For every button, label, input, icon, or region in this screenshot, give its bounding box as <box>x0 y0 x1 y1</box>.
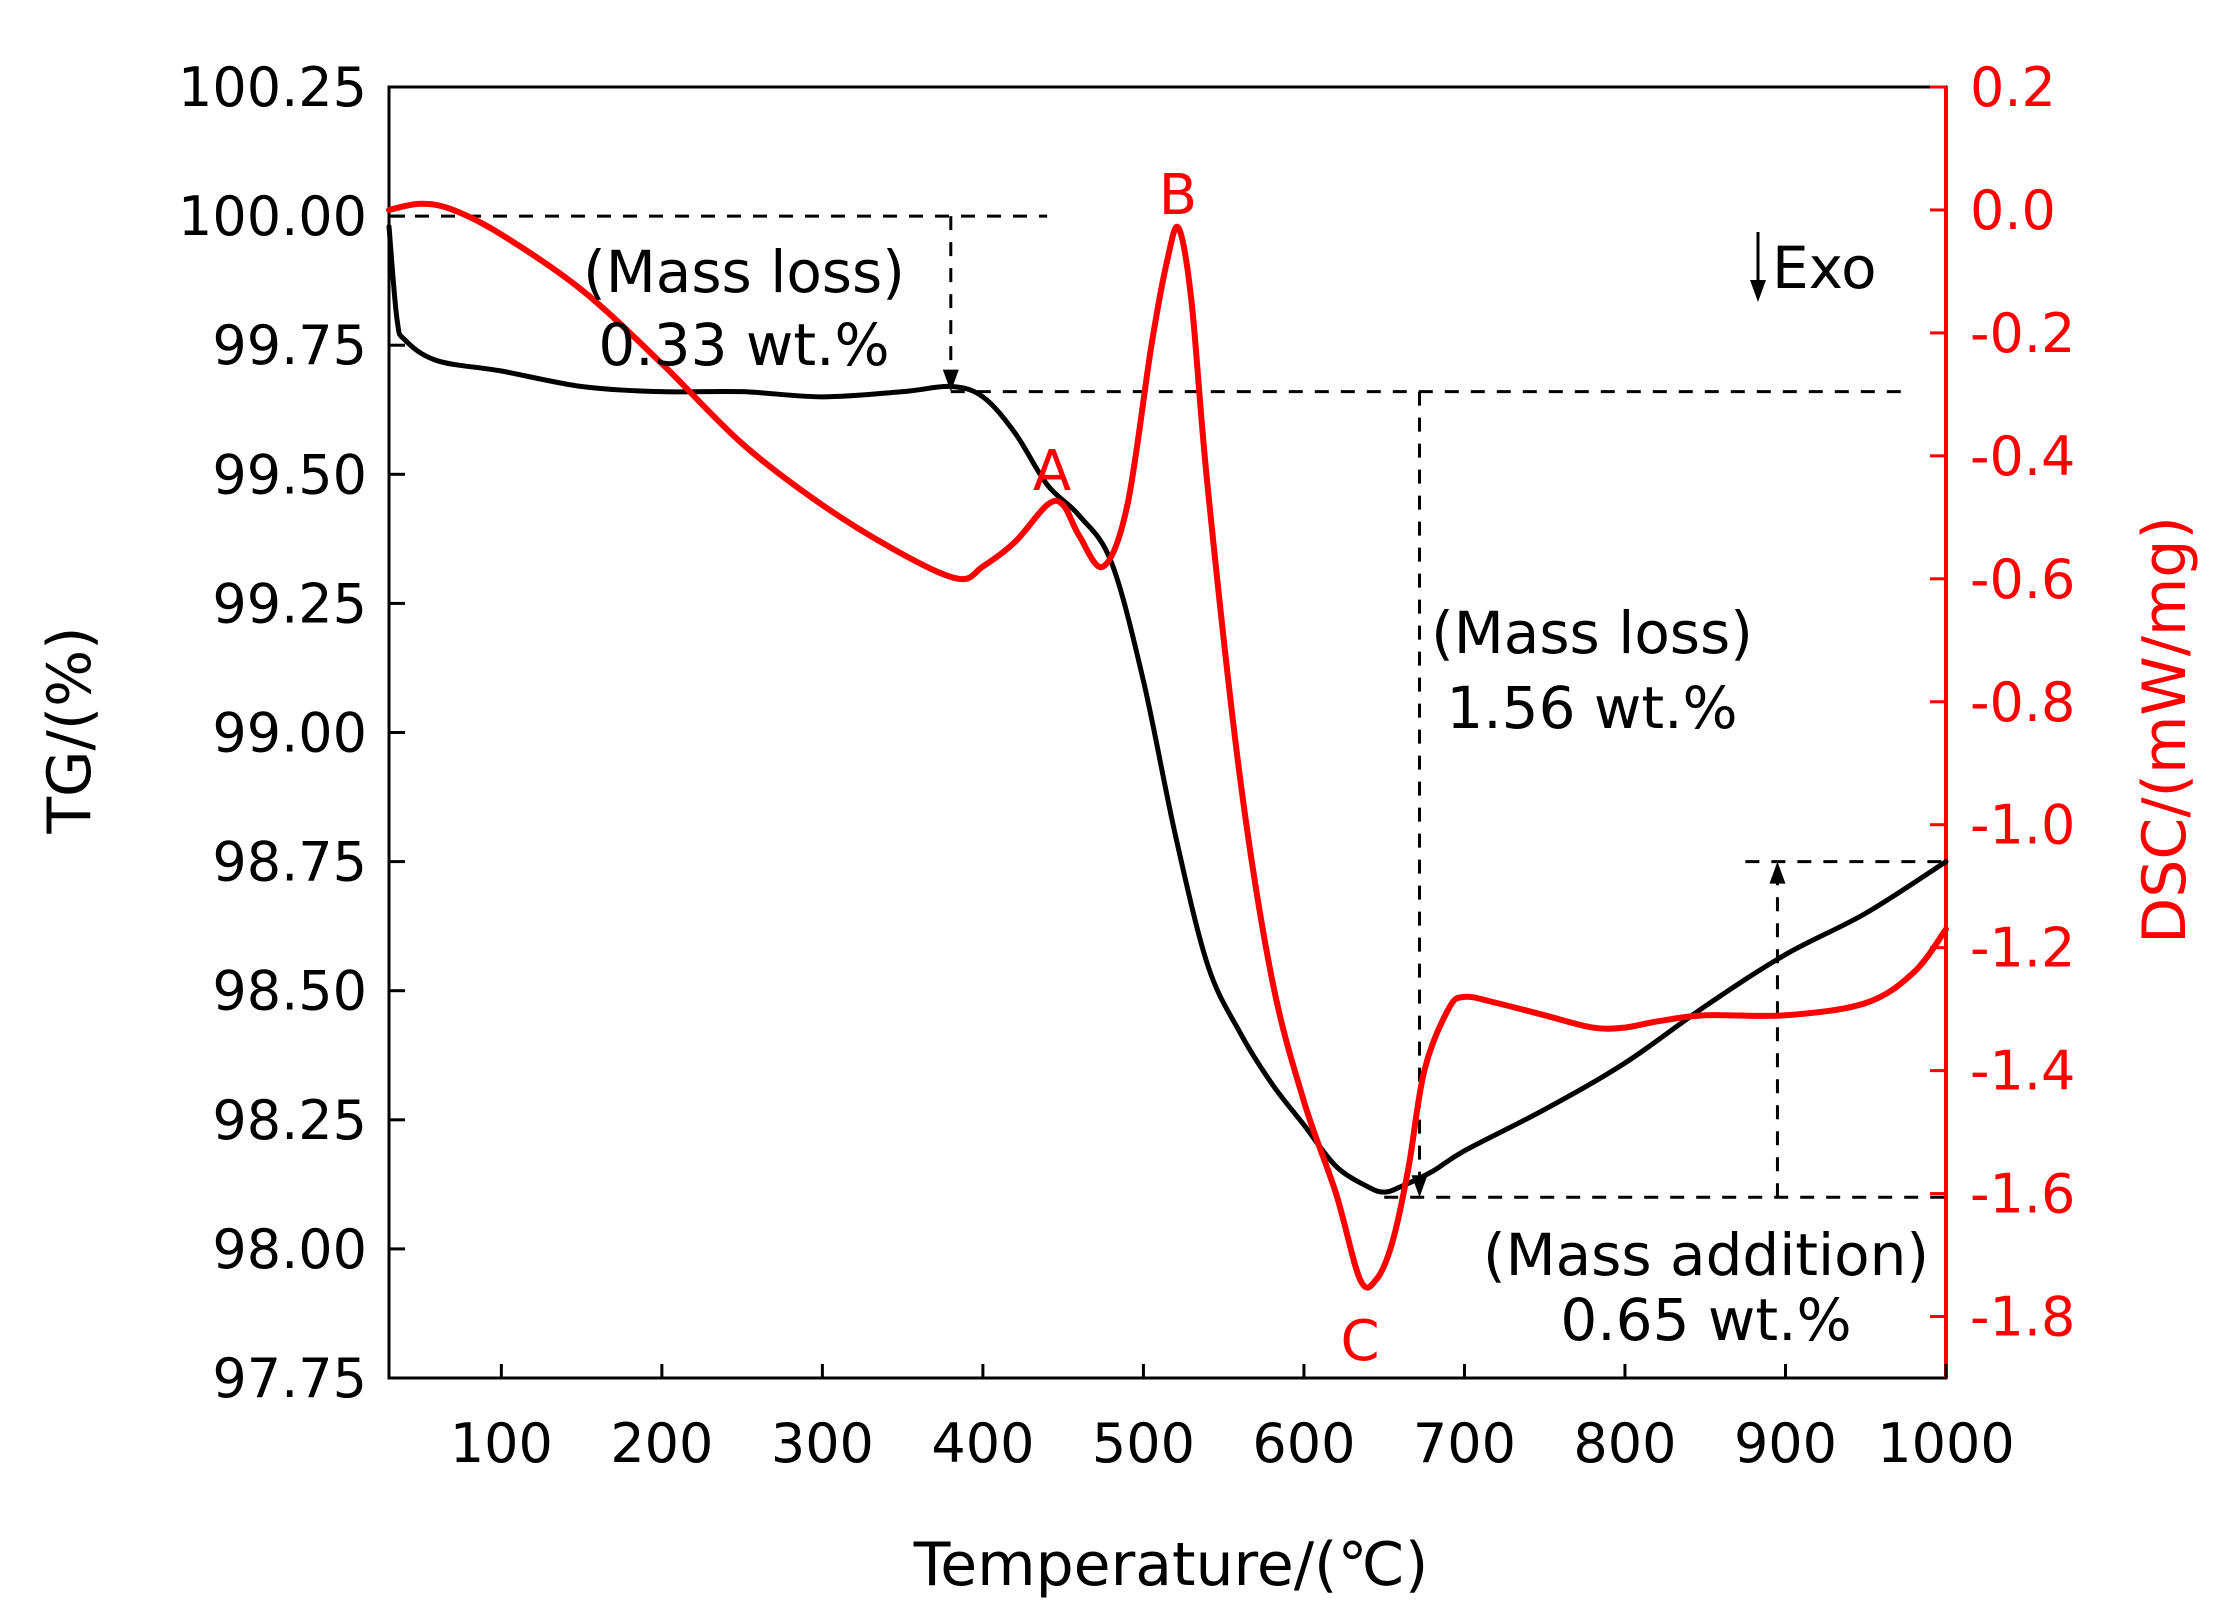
y-right-tick-label: -1.8 <box>1970 1286 2075 1349</box>
y-left-tick-label: 98.75 <box>212 831 367 894</box>
mass-loss-2-label: (Mass loss) <box>1431 599 1753 667</box>
y-left-tick-label: 99.00 <box>212 702 367 765</box>
peak-label-b: B <box>1159 163 1197 228</box>
series-tg-line <box>386 223 1949 1195</box>
left-axis-ticks: 97.75 98.00 98.25 98.50 98.75 99.00 99.25 99.50… <box>178 56 405 1410</box>
x-tick-label: 500 <box>1092 1412 1195 1475</box>
y-left-tick-label: 98.25 <box>212 1089 367 1152</box>
y-right-tick-label: -1.6 <box>1970 1163 2075 1226</box>
mass-loss-2-value: 1.56 wt.% <box>1446 674 1737 742</box>
mass-loss-1-value: 0.33 wt.% <box>598 311 889 379</box>
right-axis-ticks: -1.8 -1.6 -1.4 -1.2 -1.0 -0.8 -0.6 -0.4 -0.2 0.0 0… <box>1930 56 2075 1349</box>
y-right-axis-title: DSC/(mW/mg) <box>2130 516 2200 944</box>
x-axis-title: Temperature/(℃) <box>913 1530 1428 1600</box>
x-tick-label: 400 <box>931 1412 1034 1475</box>
mass-loss-1-label: (Mass loss) <box>583 238 905 306</box>
x-tick-label: 100 <box>450 1412 553 1475</box>
peak-label-c: C <box>1340 1309 1379 1374</box>
y-left-tick-label: 99.50 <box>212 443 367 506</box>
x-tick-label: 300 <box>771 1412 874 1475</box>
y-left-axis-title: TG/(%) <box>35 626 105 834</box>
exo-arrowhead-icon <box>1750 280 1766 302</box>
y-right-tick-label: -1.0 <box>1970 794 2075 857</box>
y-left-tick-label: 98.50 <box>212 960 367 1023</box>
y-right-tick-label: -0.4 <box>1970 425 2075 488</box>
x-tick-label: 900 <box>1734 1412 1837 1475</box>
x-tick-label: 600 <box>1252 1412 1355 1475</box>
y-right-tick-label: 0.2 <box>1970 56 2056 119</box>
series-dsc-line <box>386 200 1949 1291</box>
y-right-tick-label: -0.2 <box>1970 302 2075 365</box>
arrowhead-mass-loss-1-icon <box>942 369 959 392</box>
x-tick-label: 1000 <box>1877 1412 2014 1475</box>
y-right-tick-label: -1.4 <box>1970 1040 2075 1103</box>
series-group <box>386 200 1949 1291</box>
y-left-tick-label: 97.75 <box>212 1347 367 1410</box>
y-right-tick-label: -1.2 <box>1970 917 2075 980</box>
mass-addition-label: (Mass addition) <box>1483 1221 1929 1289</box>
y-left-tick-label: 100.00 <box>178 185 367 248</box>
y-left-tick-label: 99.25 <box>212 572 367 635</box>
reference-lines <box>389 214 1946 1199</box>
y-right-tick-label: -0.8 <box>1970 671 2075 734</box>
exo-label: Exo <box>1772 234 1877 302</box>
peak-label-a: A <box>1033 439 1071 504</box>
y-left-tick-label: 100.25 <box>178 56 367 119</box>
y-left-tick-label: 98.00 <box>212 1218 367 1281</box>
y-left-tick-label: 99.75 <box>212 314 367 377</box>
mass-addition-value: 0.65 wt.% <box>1560 1286 1851 1354</box>
arrowhead-mass-addition-icon <box>1769 861 1786 884</box>
y-right-tick-label: -0.6 <box>1970 548 2075 611</box>
x-tick-label: 700 <box>1413 1412 1516 1475</box>
x-tick-label: 200 <box>610 1412 713 1475</box>
x-tick-label: 800 <box>1573 1412 1676 1475</box>
bottom-axis-ticks: 100 200 300 400 500 600 700 800 900 1000 <box>450 1364 2015 1475</box>
y-right-tick-label: 0.0 <box>1970 179 2056 242</box>
